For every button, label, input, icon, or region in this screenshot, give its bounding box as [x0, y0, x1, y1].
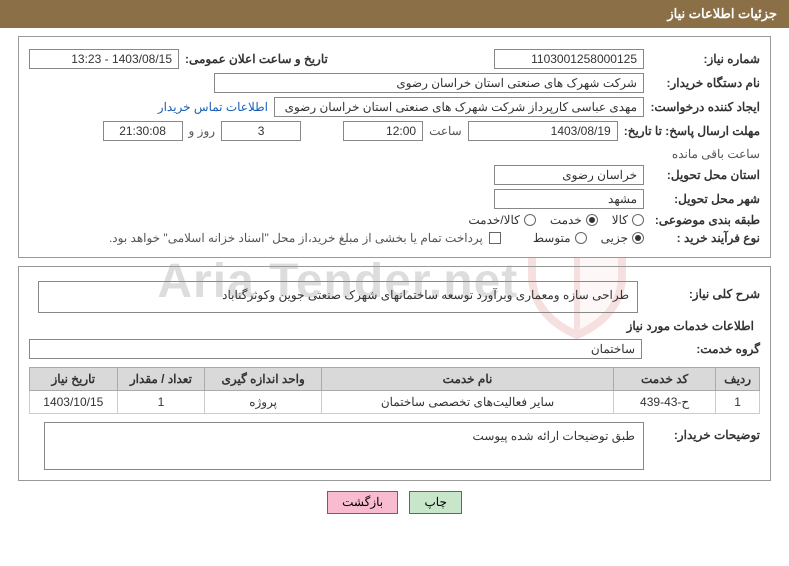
field-announce-datetime: 1403/08/15 - 13:23: [29, 49, 179, 69]
print-button[interactable]: چاپ: [409, 491, 461, 514]
radio-service-label: خدمت: [550, 213, 582, 227]
th-name: نام خدمت: [322, 368, 614, 391]
field-deadline-date: 1403/08/19: [468, 121, 618, 141]
field-remaining-time: 21:30:08: [103, 121, 183, 141]
label-requester: ایجاد کننده درخواست:: [650, 100, 760, 114]
label-days-and: روز و: [189, 124, 216, 138]
radio-service[interactable]: خدمت: [550, 213, 598, 227]
cell-date: 1403/10/15: [30, 391, 118, 414]
cell-name: سایر فعالیت‌های تخصصی ساختمان: [322, 391, 614, 414]
th-code: کد خدمت: [614, 368, 716, 391]
label-purchase-type: نوع فرآیند خرید :: [650, 231, 760, 245]
payment-note: پرداخت تمام یا بخشی از مبلغ خرید،از محل …: [109, 231, 483, 245]
field-need-number: 1103001258000125: [494, 49, 644, 69]
label-need-summary: شرح کلی نیاز:: [650, 281, 760, 301]
table-row: 1 ح-43-439 سایر فعالیت‌های تخصصی ساختمان…: [30, 391, 760, 414]
radio-goods[interactable]: کالا: [612, 213, 644, 227]
page-header: جزئیات اطلاعات نیاز: [0, 0, 789, 28]
payment-checkbox[interactable]: [489, 232, 501, 244]
field-buyer-desc: طبق توضیحات ارائه شده پیوست: [44, 422, 644, 470]
label-delivery-province: استان محل تحویل:: [650, 168, 760, 182]
th-row: ردیف: [716, 368, 760, 391]
label-need-number: شماره نیاز:: [650, 52, 760, 66]
label-announce-datetime: تاریخ و ساعت اعلان عمومی:: [185, 52, 328, 66]
th-date: تاریخ نیاز: [30, 368, 118, 391]
label-deadline: مهلت ارسال پاسخ: تا تاریخ:: [624, 124, 760, 138]
label-subject-class: طبقه بندی موضوعی:: [650, 213, 760, 227]
subject-class-radio-group: کالا خدمت کالا/خدمت: [468, 213, 644, 227]
field-requester: مهدی عباسی کارپرداز شرکت شهرک های صنعتی …: [274, 97, 644, 117]
radio-service-icon: [586, 214, 598, 226]
label-delivery-city: شهر محل تحویل:: [650, 192, 760, 206]
radio-goods-label: کالا: [612, 213, 628, 227]
field-deadline-hour: 12:00: [343, 121, 423, 141]
radio-partial-label: جزیی: [601, 231, 628, 245]
radio-goods-icon: [632, 214, 644, 226]
page-title: جزئیات اطلاعات نیاز: [667, 6, 777, 21]
radio-goods-service[interactable]: کالا/خدمت: [468, 213, 535, 227]
field-remaining-days: 3: [221, 121, 301, 141]
field-delivery-city: مشهد: [494, 189, 644, 209]
label-buyer-desc: توضیحات خریدار:: [650, 422, 760, 442]
radio-partial-icon: [632, 232, 644, 244]
cell-row: 1: [716, 391, 760, 414]
cell-code: ح-43-439: [614, 391, 716, 414]
back-button[interactable]: بازگشت: [327, 491, 398, 514]
field-buyer-org: شرکت شهرک های صنعتی استان خراسان رضوی: [214, 73, 644, 93]
label-remaining: ساعت باقی مانده: [672, 147, 760, 161]
field-delivery-province: خراسان رضوی: [494, 165, 644, 185]
table-header-row: ردیف کد خدمت نام خدمت واحد اندازه گیری ت…: [30, 368, 760, 391]
radio-goods-service-label: کالا/خدمت: [468, 213, 519, 227]
buyer-contact-link[interactable]: اطلاعات تماس خریدار: [158, 100, 268, 114]
th-qty: تعداد / مقدار: [117, 368, 205, 391]
field-need-summary: طراحی سازه ومعماری وبرآورد توسعه ساختمان…: [38, 281, 638, 313]
radio-partial[interactable]: جزیی: [601, 231, 644, 245]
radio-medium[interactable]: متوسط: [533, 231, 587, 245]
section-services-info: اطلاعات خدمات مورد نیاز: [29, 319, 760, 333]
th-unit: واحد اندازه گیری: [205, 368, 322, 391]
radio-medium-icon: [575, 232, 587, 244]
button-row: چاپ بازگشت: [0, 491, 789, 514]
radio-goods-service-icon: [524, 214, 536, 226]
radio-medium-label: متوسط: [533, 231, 571, 245]
cell-unit: پروژه: [205, 391, 322, 414]
label-buyer-org: نام دستگاه خریدار:: [650, 76, 760, 90]
services-table: ردیف کد خدمت نام خدمت واحد اندازه گیری ت…: [29, 367, 760, 414]
info-panel: شماره نیاز: 1103001258000125 تاریخ و ساع…: [18, 36, 771, 258]
cell-qty: 1: [117, 391, 205, 414]
need-detail-panel: شرح کلی نیاز: طراحی سازه ومعماری وبرآورد…: [18, 266, 771, 481]
purchase-type-radio-group: جزیی متوسط: [533, 231, 644, 245]
label-service-group: گروه خدمت:: [650, 342, 760, 356]
label-hour: ساعت: [429, 124, 462, 138]
field-service-group: ساختمان: [29, 339, 642, 359]
